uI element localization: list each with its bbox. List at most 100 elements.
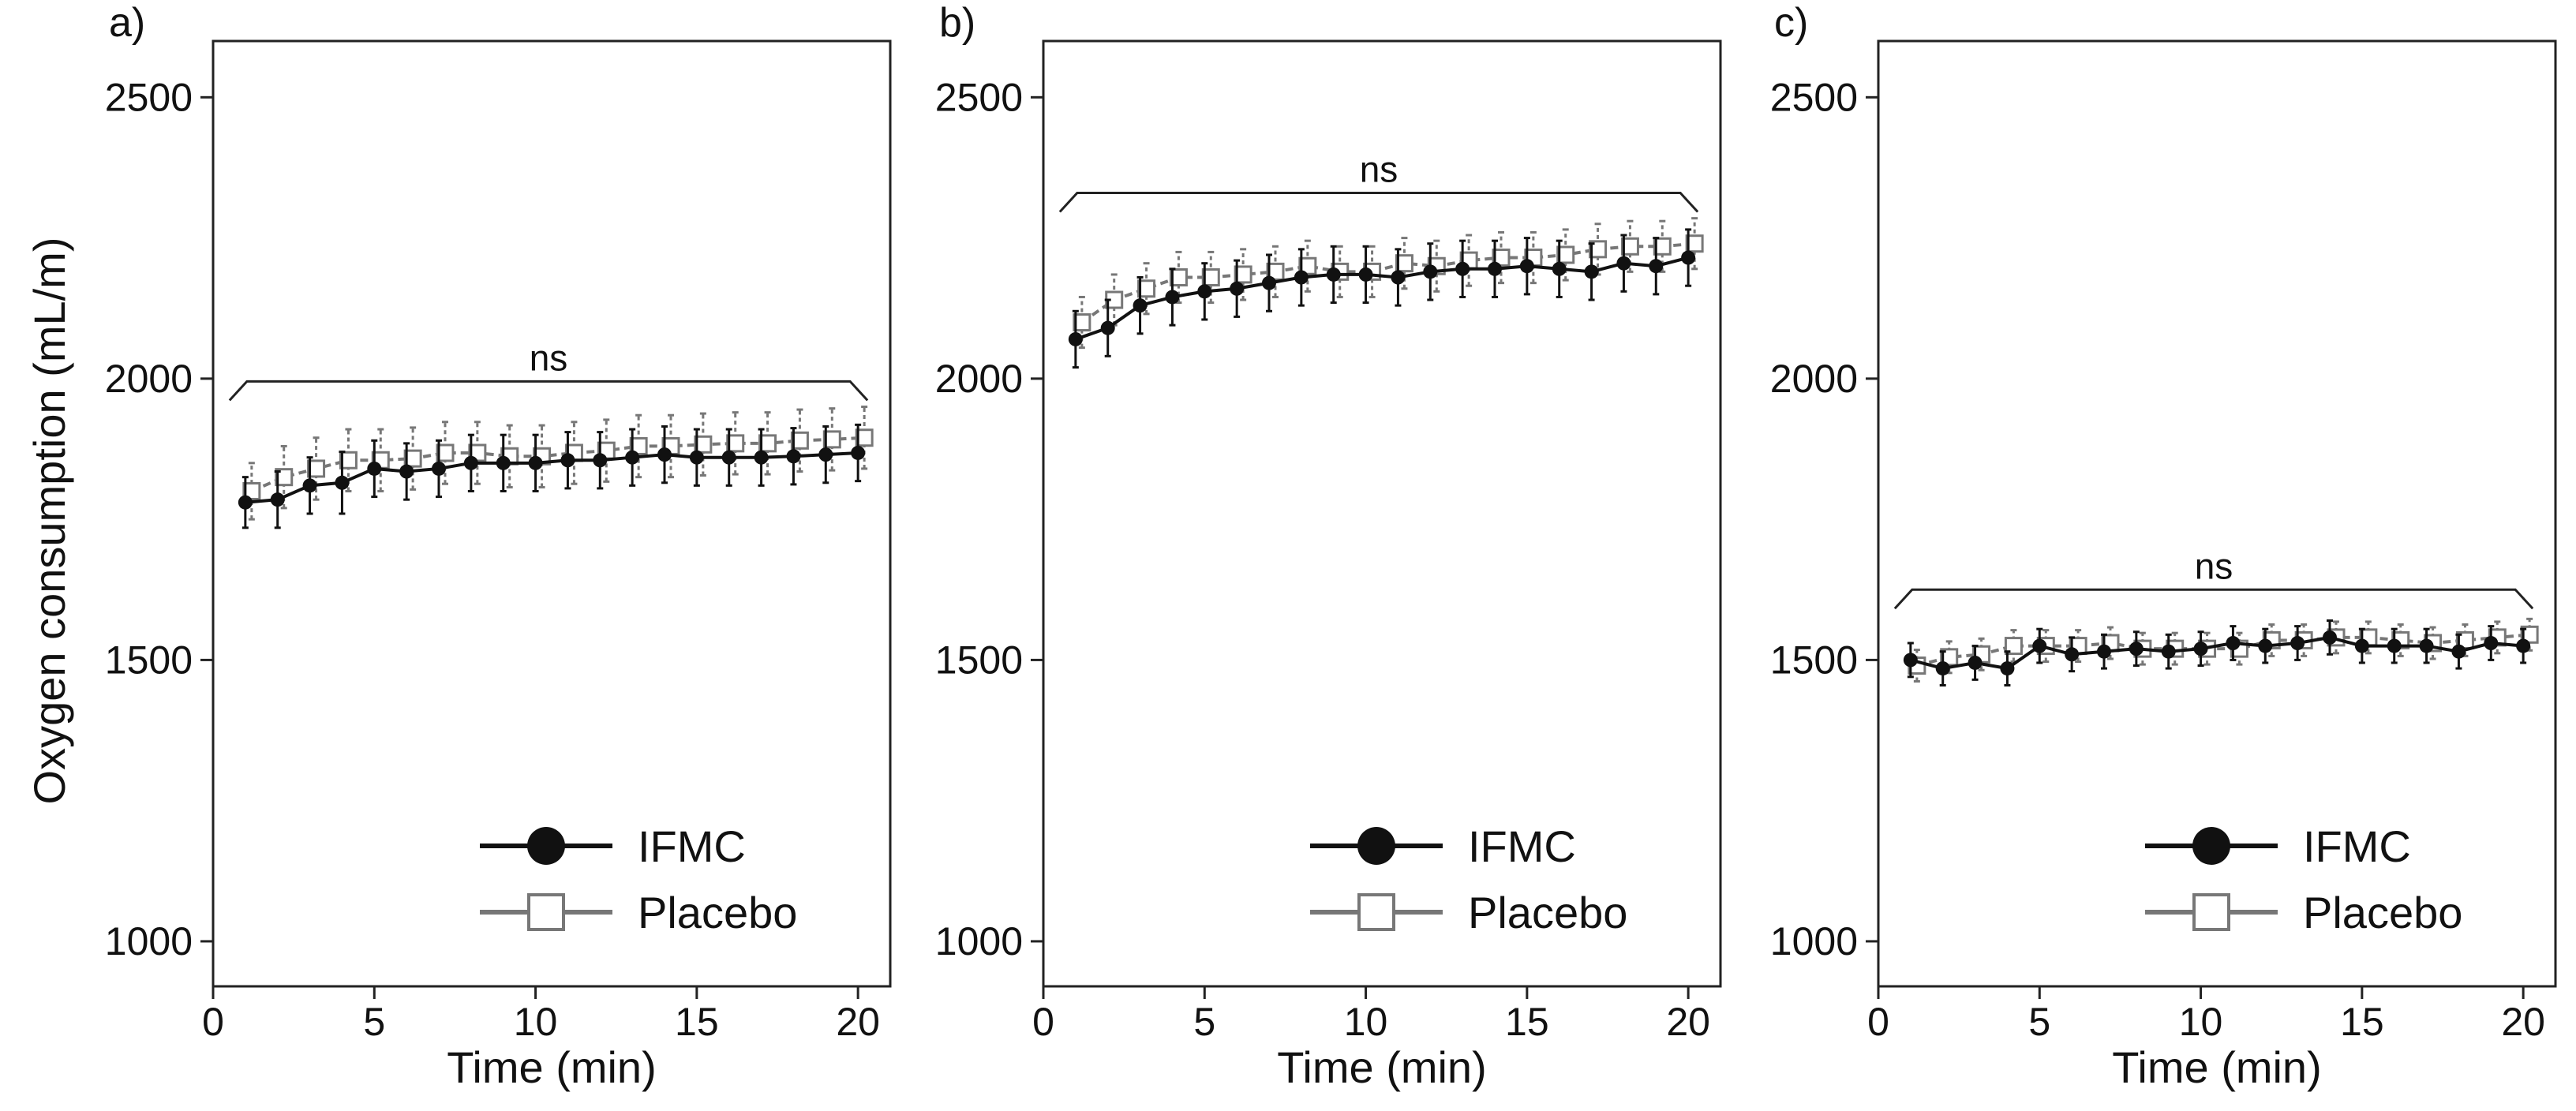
data-point	[1681, 250, 1696, 265]
data-point	[1685, 234, 1704, 253]
data-point	[1197, 284, 1212, 299]
y-tick-label: 1500	[1770, 638, 1858, 682]
data-point	[2387, 638, 2402, 653]
chart-panel-b: b) 1000 1500 2000 2500 0 5 10 15 20 Time (min) ns IF…	[935, 0, 1722, 1092]
legend-marker	[527, 827, 565, 865]
data-point	[629, 436, 648, 455]
x-axis-label: Time (min)	[1277, 1042, 1486, 1092]
panel-label: c)	[1774, 0, 1808, 46]
y-tick-label: 1500	[935, 638, 1023, 682]
data-point	[463, 455, 478, 470]
x-tick-label: 10	[1344, 1000, 1388, 1044]
data-point	[1230, 281, 1245, 296]
data-point	[1935, 661, 1950, 676]
x-tick-label: 20	[2501, 1000, 2545, 1044]
data-point	[2354, 638, 2369, 653]
data-point	[851, 445, 866, 460]
data-point	[1653, 237, 1672, 256]
x-tick-label: 5	[2028, 1000, 2050, 1044]
x-tick-label: 0	[1867, 1000, 1889, 1044]
data-point	[593, 453, 608, 468]
x-tick-label: 15	[675, 1000, 719, 1044]
data-point	[1940, 648, 1959, 667]
data-point	[307, 459, 326, 478]
y-axis-label: Oxygen consumption (mL/m)	[24, 238, 74, 805]
series-placebo	[242, 406, 874, 521]
data-point	[721, 450, 736, 465]
significance-bracket	[228, 380, 869, 402]
data-point	[2258, 638, 2273, 653]
data-point	[1201, 268, 1220, 286]
legend-label: Placebo	[1468, 888, 1627, 937]
data-point	[1903, 653, 1918, 668]
y-tick-label: 1500	[105, 638, 193, 682]
x-tick-label: 10	[2179, 1000, 2223, 1044]
data-point	[436, 443, 455, 462]
plot-frame	[1042, 39, 1722, 988]
legend-label: Placebo	[2303, 888, 2462, 937]
significance-label: ns	[1360, 149, 1398, 190]
data-point	[2484, 636, 2499, 651]
data-point	[754, 450, 769, 465]
series-placebo	[1073, 217, 1704, 350]
data-point	[1968, 655, 1983, 670]
data-point	[2419, 638, 2434, 653]
y-tick-label: 2500	[105, 75, 193, 119]
data-point	[1556, 245, 1575, 264]
data-point	[790, 431, 809, 450]
data-point	[2193, 642, 2208, 656]
data-point	[1492, 249, 1511, 267]
data-point	[1294, 270, 1309, 285]
data-point	[786, 449, 801, 464]
y-tick-label: 1000	[1770, 919, 1858, 963]
data-point	[1234, 265, 1252, 284]
data-point	[1298, 256, 1317, 275]
data-point	[1584, 264, 1599, 279]
data-point	[1358, 267, 1373, 282]
y-tick-label: 2000	[935, 357, 1023, 401]
data-point	[242, 481, 261, 500]
data-point	[1395, 254, 1413, 273]
series-ifmc	[1068, 228, 1696, 369]
significance-label: ns	[2195, 545, 2233, 586]
panel-label: b)	[939, 0, 975, 46]
data-point	[432, 461, 446, 476]
legend-marker	[1357, 893, 1395, 931]
plot-frame	[212, 39, 892, 988]
data-point	[1073, 313, 1091, 332]
data-point	[1266, 262, 1285, 281]
legend-label: IFMC	[1468, 821, 1576, 871]
significance-bracket	[1058, 192, 1699, 213]
data-point	[2000, 661, 2015, 676]
data-point	[1262, 275, 1276, 290]
significance-bracket	[1893, 588, 2534, 610]
data-point	[1455, 261, 1470, 276]
data-point	[2226, 636, 2241, 651]
legend-label: Placebo	[638, 888, 797, 937]
data-point	[339, 451, 358, 469]
x-tick-label: 20	[1666, 1000, 1710, 1044]
panel-label: a)	[109, 0, 145, 46]
x-axis-label: Time (min)	[2112, 1042, 2321, 1092]
data-point	[855, 428, 874, 447]
data-point	[657, 447, 672, 462]
data-point	[1616, 256, 1631, 271]
data-point	[1620, 237, 1639, 256]
data-point	[270, 492, 285, 507]
data-point	[238, 495, 253, 510]
y-tick-label: 1000	[105, 919, 193, 963]
data-point	[2290, 636, 2305, 651]
data-point	[1391, 270, 1406, 285]
data-point	[1552, 261, 1567, 276]
data-point	[1133, 298, 1148, 313]
series-ifmc	[238, 423, 866, 529]
legend-marker	[527, 893, 565, 931]
series-ifmc	[1903, 619, 2531, 686]
data-point	[1165, 290, 1180, 305]
data-point	[625, 450, 640, 465]
y-tick-label: 2000	[1770, 357, 1858, 401]
data-point	[2451, 644, 2466, 659]
data-point	[1137, 279, 1156, 298]
significance-label: ns	[530, 337, 568, 378]
data-point	[2455, 630, 2474, 649]
